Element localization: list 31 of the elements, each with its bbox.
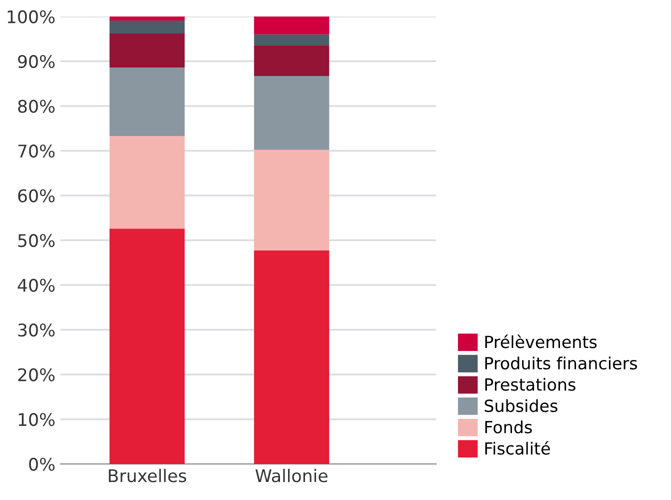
bar	[110, 136, 185, 229]
y-tick-label: 30%	[18, 323, 55, 337]
y-tick-label: 70%	[18, 144, 55, 158]
bar	[254, 76, 330, 150]
bar	[110, 68, 185, 136]
legend-label: Prestations	[485, 378, 576, 391]
legend-label: Subsides	[484, 399, 558, 412]
bar	[110, 228, 185, 464]
legend-label: Prélèvements	[485, 334, 597, 348]
y-tick-label: 80%	[18, 100, 55, 113]
y-tick-label: 90%	[18, 54, 55, 68]
legend-label: Fonds	[485, 420, 532, 434]
legend-label: Fiscalité	[485, 441, 550, 455]
x-tick-label: Bruxelles	[108, 468, 186, 482]
legend-label: Produits financiers	[485, 356, 637, 370]
y-tick-label: 60%	[18, 189, 55, 202]
y-tick-label: 20%	[18, 368, 55, 382]
y-tick-label: 10%	[18, 412, 55, 426]
bar	[254, 34, 330, 46]
x-tick-label: Wallonie	[255, 468, 328, 482]
bar	[254, 16, 330, 34]
bar	[110, 20, 185, 34]
bar	[110, 34, 185, 68]
bar	[254, 45, 330, 76]
y-tick-label: 100%	[8, 10, 55, 24]
y-tick-label: 50%	[18, 234, 55, 248]
y-tick-label: 40%	[18, 278, 55, 292]
y-tick-label: 0%	[29, 458, 55, 471]
bar	[254, 250, 330, 464]
bar	[110, 16, 185, 21]
bar	[254, 150, 330, 251]
